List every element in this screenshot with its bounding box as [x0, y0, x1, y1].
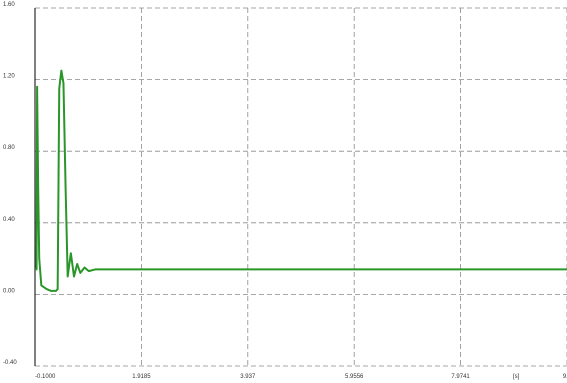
x-tick-label: 5.9556 [345, 374, 364, 380]
x-tick-label: 9.9 [563, 374, 567, 380]
data-line [35, 69, 567, 292]
y-tick-label: 1.60 [3, 2, 15, 8]
x-tick-label: 3.937 [240, 374, 256, 380]
x-tick-label: -0.1000 [35, 374, 56, 380]
y-tick-label: 0.80 [3, 145, 15, 151]
y-tick-label: 1.20 [3, 74, 15, 80]
x-axis-label: [s] [513, 374, 520, 380]
y-tick-label: -0.40 [3, 360, 17, 366]
x-tick-label: 7.9741 [451, 374, 470, 380]
y-tick-label: 0.00 [3, 288, 15, 294]
x-tick-label: 1.9185 [132, 374, 151, 380]
y-tick-label: 0.40 [3, 217, 15, 223]
